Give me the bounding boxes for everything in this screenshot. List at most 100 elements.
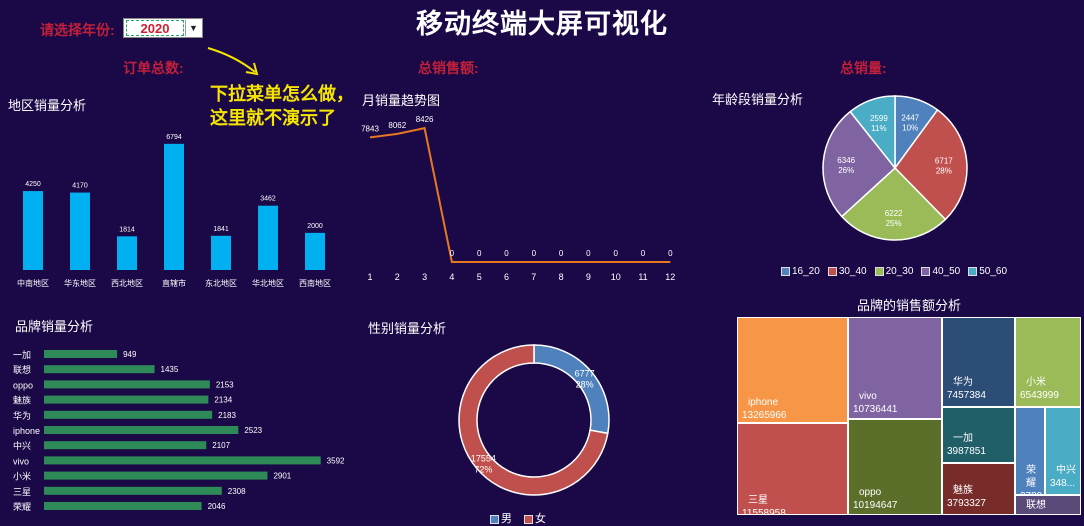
gender-slice-percent: 72% <box>474 464 492 474</box>
region-bar <box>211 235 231 270</box>
age-slice-value: 2599 <box>870 114 888 123</box>
brand-bar-label: 1435 <box>161 365 179 374</box>
brand-bar <box>44 426 239 434</box>
monthly-data-label: 0 <box>532 249 537 258</box>
age-pie-slice <box>822 110 897 218</box>
monthly-data-label: 0 <box>613 249 618 258</box>
monthly-line-chart: 7843 1 8062 2 8426 3 0 4 0 5 0 6 0 7 0 8 0 9 0 10 0 11 0 12 <box>361 115 675 282</box>
treemap-cell: 中兴 348... <box>1045 407 1081 495</box>
region-bar <box>70 192 90 270</box>
brand-volume-bar-chart: 一加 949 联想 1435 oppo 2153 魅族 2134 华为 2183 iphone 252… <box>13 350 345 512</box>
note-line-1: 下拉菜单怎么做， <box>210 84 354 104</box>
region-bar <box>117 236 137 270</box>
gender-legend: 男女 <box>490 510 558 526</box>
age-pie-slice <box>840 166 947 241</box>
monthly-tick-label: 8 <box>559 272 564 282</box>
gender-donut-slice <box>458 344 609 496</box>
region-tick-label: 华北地区 <box>252 278 284 288</box>
brand-bar-label: 2901 <box>273 472 291 481</box>
age-slice-percent: 26% <box>838 166 854 175</box>
brand-tick-label: 一加 <box>13 350 31 360</box>
brand-bar-label: 2523 <box>244 426 262 435</box>
brand-bar-label: 3592 <box>327 456 345 465</box>
age-legend: 16_20 30_40 20_30 40_50 50_60 <box>781 266 1015 277</box>
gender-legend-item: 女 <box>524 513 546 525</box>
treemap-cell-value: 7457384 <box>947 390 986 401</box>
brand-tick-label: oppo <box>13 380 33 390</box>
age-legend-label: 50_60 <box>979 266 1008 277</box>
age-slice-value: 6346 <box>837 156 855 165</box>
monthly-tick-label: 2 <box>395 272 400 282</box>
brand-bar <box>44 486 222 495</box>
brand-tick-label: 魅族 <box>13 395 31 406</box>
age-slice-percent: 25% <box>886 219 902 228</box>
region-bar-label: 4170 <box>72 183 88 190</box>
monthly-data-label: 7843 <box>361 124 379 133</box>
region-bar-label: 3462 <box>260 196 276 203</box>
region-bar <box>258 205 278 270</box>
gender-legend-label: 女 <box>535 513 546 525</box>
brand-bar <box>44 365 155 374</box>
note-line-2: 这里就不演示了 <box>210 108 336 128</box>
monthly-data-label: 8426 <box>416 115 434 124</box>
year-dropdown[interactable]: 2020 ▼ <box>123 18 203 38</box>
brand-tick-label: 联想 <box>13 364 31 375</box>
page-title: 移动终端大屏可视化 <box>416 9 668 39</box>
gender-slice-value: 17554 <box>471 453 496 463</box>
gender-slice-value: 6777 <box>575 369 595 379</box>
brand-bar-label: 2134 <box>214 396 232 405</box>
region-chart-title: 地区销量分析 <box>8 98 87 113</box>
monthly-tick-label: 7 <box>531 272 536 282</box>
age-legend-item: 40_50 <box>921 266 960 277</box>
region-bar-label: 1814 <box>119 226 135 233</box>
monthly-tick-label: 1 <box>367 272 372 282</box>
treemap-cell-name: 中兴 <box>1056 465 1076 476</box>
treemap-cell: 小米 6543999 <box>1015 317 1081 407</box>
region-tick-label: 西北地区 <box>111 278 143 288</box>
age-legend-item: 50_60 <box>968 266 1007 277</box>
treemap-cell-name: 一加 <box>953 433 973 444</box>
monthly-data-label: 0 <box>450 249 455 258</box>
gender-legend-label: 男 <box>501 513 512 525</box>
treemap-cell: oppo 10194647 <box>848 419 942 515</box>
region-bar <box>305 232 325 270</box>
treemap-cell: 荣耀3789... <box>1015 407 1045 495</box>
monthly-tick-label: 4 <box>449 272 454 282</box>
age-slice-value: 2447 <box>901 113 919 122</box>
monthly-series-line <box>369 126 671 263</box>
region-bar <box>23 191 43 270</box>
brand-tick-label: 中兴 <box>13 440 31 451</box>
age-legend-item: 30_40 <box>827 266 867 277</box>
brand-bar <box>44 350 118 358</box>
chevron-down-icon[interactable]: ▼ <box>185 20 201 36</box>
gender-slice-percent: 28% <box>576 380 594 390</box>
age-slice-value: 6222 <box>885 209 903 218</box>
monthly-tick-label: 10 <box>611 272 621 282</box>
age-legend-label: 40_50 <box>932 266 961 277</box>
monthly-data-label: 0 <box>477 249 482 258</box>
gender-legend-item: 男 <box>490 513 512 525</box>
age-chart-title: 年龄段销量分析 <box>712 92 804 107</box>
treemap-cell: 华为 7457384 <box>942 317 1015 407</box>
age-legend-swatch <box>781 266 790 276</box>
treemap-cell: vivo 10736441 <box>848 317 942 419</box>
age-legend-label: 16_20 <box>792 266 820 277</box>
gender-donut-slice <box>533 344 610 435</box>
brand-tick-label: vivo <box>13 456 29 466</box>
brand-bar <box>44 471 268 480</box>
treemap-cell-value: 10736441 <box>853 404 898 415</box>
age-slice-value: 6717 <box>935 156 953 165</box>
brand-tick-label: 小米 <box>13 471 31 482</box>
monthly-data-label: 0 <box>504 249 509 258</box>
treemap-cell: 一加 3987851 <box>942 407 1015 463</box>
treemap-cell: 联想 <box>1015 495 1081 515</box>
monthly-data-label: 0 <box>559 249 564 258</box>
brand-tick-label: 华为 <box>13 410 31 421</box>
annotation-arrow-icon <box>207 47 259 76</box>
gender-chart-title: 性别销量分析 <box>368 321 447 336</box>
treemap-cell-name: 三星 <box>748 495 768 506</box>
age-legend-swatch <box>968 266 978 276</box>
treemap-cell-name: 魅族 <box>953 485 973 496</box>
treemap-cell-value: 13265966 <box>742 410 787 421</box>
